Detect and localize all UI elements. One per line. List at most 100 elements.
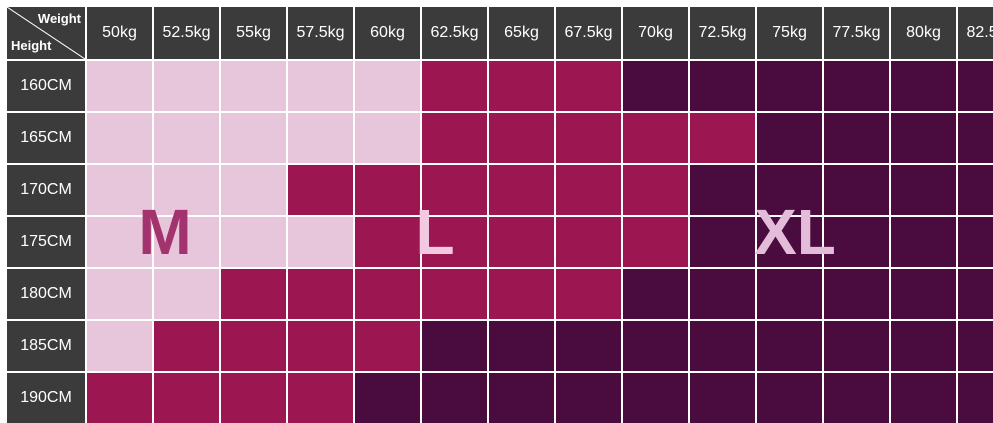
size-cell-l [355,269,420,319]
size-cell-m [355,61,420,111]
size-cell-l [288,165,353,215]
weight-column-header: 60kg [355,7,420,59]
size-cell-l [556,61,621,111]
weight-column-header: 70kg [623,7,688,59]
weight-column-header: 77.5kg [824,7,889,59]
size-cell-xl [757,217,822,267]
size-cell-l [556,217,621,267]
size-cell-xl [824,269,889,319]
weight-column-header: 75kg [757,7,822,59]
weight-column-header: 57.5kg [288,7,353,59]
size-cell-xl [623,61,688,111]
size-cell-xl [824,165,889,215]
size-cell-l [288,269,353,319]
size-cell-xl [690,269,755,319]
size-cell-m [288,61,353,111]
size-cell-l [489,165,554,215]
size-cell-l [355,165,420,215]
size-cell-l [690,113,755,163]
size-cell-xl [958,321,993,371]
size-cell-m [87,61,152,111]
size-cell-l [489,113,554,163]
size-cell-xl [824,61,889,111]
size-cell-m [87,321,152,371]
weight-axis-label: Weight [37,11,81,26]
height-row-header: 185CM [7,321,85,371]
size-cell-l [221,321,286,371]
size-cell-m [87,217,152,267]
weight-column-header: 65kg [489,7,554,59]
size-cell-m [221,165,286,215]
size-cell-xl [489,373,554,423]
size-cell-xl [958,373,993,423]
size-cell-xl [824,321,889,371]
size-cell-xl [958,61,993,111]
size-cell-xl [891,269,956,319]
size-cell-xl [891,321,956,371]
size-cell-l [489,269,554,319]
size-cell-l [623,113,688,163]
size-cell-l [221,373,286,423]
size-cell-xl [556,321,621,371]
weight-column-header: 52.5kg [154,7,219,59]
height-row-header: 175CM [7,217,85,267]
size-cell-l [556,113,621,163]
size-cell-l [288,373,353,423]
height-axis-label: Height [11,38,52,53]
size-cell-xl [623,269,688,319]
size-cell-xl [757,61,822,111]
size-cell-xl [891,217,956,267]
size-cell-xl [355,373,420,423]
weight-column-header: 72.5kg [690,7,755,59]
size-cell-m [154,217,219,267]
height-row-header: 170CM [7,165,85,215]
size-cell-m [87,165,152,215]
size-cell-l [422,217,487,267]
size-cell-xl [891,113,956,163]
size-cell-l [422,269,487,319]
size-cell-m [288,113,353,163]
size-cell-xl [690,61,755,111]
size-cell-xl [690,321,755,371]
size-cell-l [87,373,152,423]
size-cell-m [154,113,219,163]
size-cell-xl [824,217,889,267]
corner-diagonal [7,7,85,59]
size-cell-l [422,113,487,163]
size-cell-l [489,217,554,267]
size-cell-xl [891,61,956,111]
size-cell-m [154,61,219,111]
size-cell-xl [891,165,956,215]
header-corner: Weight Height [7,7,85,59]
size-cell-xl [690,217,755,267]
size-cell-xl [690,165,755,215]
weight-column-header: 67.5kg [556,7,621,59]
size-cell-xl [824,113,889,163]
size-cell-xl [489,321,554,371]
height-row-header: 165CM [7,113,85,163]
size-cell-xl [757,165,822,215]
size-cell-xl [757,113,822,163]
size-cell-l [221,269,286,319]
size-cell-m [87,113,152,163]
size-cell-xl [958,113,993,163]
size-cell-l [556,165,621,215]
weight-column-header: 55kg [221,7,286,59]
size-cell-xl [891,373,956,423]
size-cell-xl [422,321,487,371]
weight-column-header: 80kg [891,7,956,59]
size-cell-m [288,217,353,267]
size-cell-l [355,321,420,371]
size-cell-m [221,61,286,111]
size-cell-m [355,113,420,163]
size-cell-xl [824,373,889,423]
size-cell-xl [757,269,822,319]
size-cell-m [87,269,152,319]
size-cell-l [556,269,621,319]
size-cell-l [489,61,554,111]
size-cell-xl [556,373,621,423]
size-cell-m [221,217,286,267]
height-row-header: 160CM [7,61,85,111]
size-cell-l [422,61,487,111]
size-cell-m [154,269,219,319]
